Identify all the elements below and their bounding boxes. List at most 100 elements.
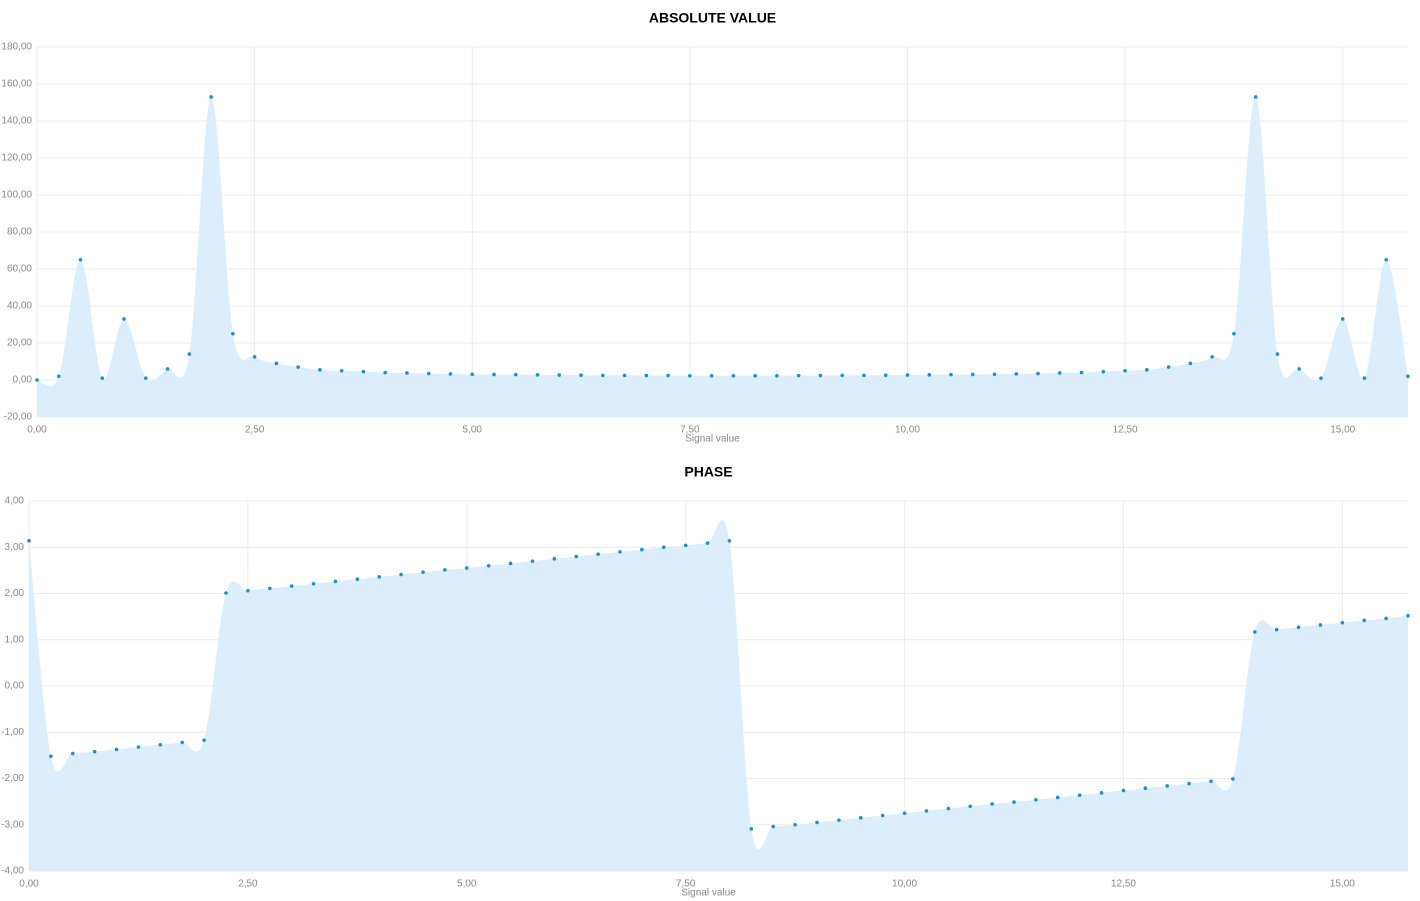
data-point [56,374,61,379]
data-point [1252,630,1257,634]
data-point [1232,331,1236,336]
data-point [992,372,997,377]
data-point [508,561,513,566]
x-tick-label: 10,00 [892,879,917,890]
data-point [949,372,953,377]
x-tick-label: 7,50 [680,425,700,436]
x-tick-label: 5,00 [457,879,477,890]
data-point [464,566,469,570]
data-point [405,371,409,375]
data-point [727,538,732,543]
data-point [296,365,300,369]
x-axis-label: Signal value [681,888,736,899]
data-point [1318,623,1323,627]
data-point [796,373,801,378]
data-point [231,331,235,336]
x-tick-label: 2,50 [238,879,258,890]
data-point [426,371,431,376]
data-point [246,588,250,593]
x-tick-label: 12,50 [1111,879,1136,890]
data-point [579,373,583,377]
y-tick-label: 100,00 [1,190,32,201]
y-tick-label: -3,00 [1,819,24,830]
data-point [927,373,932,377]
data-point [1319,376,1323,380]
data-point [666,373,670,378]
data-point [530,559,535,563]
data-point [1145,368,1149,372]
y-tick-label: -1,00 [1,727,24,738]
data-point [383,370,387,375]
area [37,96,1408,417]
data-point [1362,618,1367,623]
y-tick-label: -20,00 [4,412,33,423]
data-point [355,577,360,581]
data-point [1055,795,1060,800]
data-point [470,372,475,377]
data-point [1340,317,1345,321]
data-point [122,317,126,321]
data-point [622,373,627,378]
data-point [1034,797,1038,802]
y-tick-label: 20,00 [7,338,32,349]
data-point [883,373,888,377]
y-tick-label: 160,00 [1,79,32,90]
data-point [815,820,819,825]
data-point [1165,784,1170,788]
data-point [640,547,644,552]
data-point [552,557,557,561]
data-point [333,579,338,584]
data-point [990,802,994,806]
data-point [1340,620,1345,625]
x-tick-label: 5,00 [463,425,483,436]
data-point [705,541,710,545]
y-tick-label: 0,00 [13,375,33,386]
data-point [180,740,185,745]
data-point [289,584,294,588]
data-point [252,355,257,359]
data-point [862,373,866,378]
data-point [311,581,316,586]
data-point [1012,800,1016,804]
chart-title: PHASE [684,464,732,480]
data-point [1253,95,1258,99]
data-point [858,816,863,820]
y-tick-label: 120,00 [1,153,32,164]
data-point [968,804,973,809]
y-tick-label: 3,00 [5,542,25,553]
data-point [1231,777,1235,781]
data-point [661,545,666,550]
x-tick-label: 7,50 [676,879,696,890]
data-point [209,95,213,99]
data-point [1166,365,1171,369]
data-point [158,742,163,747]
data-point [557,373,562,377]
data-point [905,373,910,377]
data-point [902,811,907,815]
data-point [688,373,692,378]
data-point [92,749,97,754]
data-point [775,373,779,378]
data-point [1406,374,1410,379]
x-tick-label: 12,50 [1113,425,1138,436]
data-point [114,747,119,752]
data-point [683,543,688,548]
data-point [202,738,206,742]
data-point [513,372,518,377]
data-point [267,586,272,591]
data-point [1362,376,1367,380]
data-point [1079,370,1084,375]
data-point [49,754,53,759]
x-tick-label: 15,00 [1330,425,1355,436]
data-point [1296,625,1301,630]
area [29,520,1408,871]
data-point [399,572,403,577]
data-point [1077,793,1082,797]
data-point [793,822,797,827]
data-point [78,257,83,262]
data-point [1297,367,1301,371]
data-point [618,550,622,554]
x-axis-label: Signal value [685,434,740,445]
data-point [27,538,31,543]
data-point [837,818,841,822]
